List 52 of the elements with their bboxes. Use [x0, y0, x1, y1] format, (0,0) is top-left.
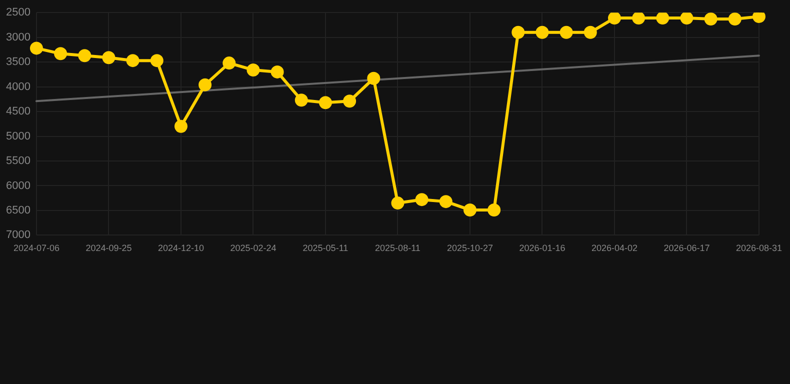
point	[102, 51, 116, 64]
point	[728, 12, 742, 26]
point	[54, 47, 68, 60]
point	[463, 203, 476, 216]
point	[439, 195, 452, 208]
x-tick-label: 2024-09-25	[86, 243, 132, 254]
x-tick-label: 2024-12-10	[158, 243, 204, 254]
x-tick-label: 2025-02-24	[230, 243, 276, 254]
y-tick-label: 5000	[6, 130, 30, 142]
x-tick-label: 2024-07-06	[13, 243, 60, 254]
point	[752, 12, 766, 24]
point	[198, 78, 212, 92]
y-tick-label: 6000	[6, 180, 30, 192]
point	[318, 96, 332, 110]
point	[608, 12, 621, 25]
point	[294, 94, 308, 107]
x-tick-label: 2025-05-11	[302, 243, 348, 254]
point	[343, 94, 356, 108]
point	[126, 54, 140, 68]
point	[512, 26, 525, 39]
point	[150, 54, 164, 68]
point	[391, 196, 404, 210]
y-tick-label: 7000	[6, 229, 30, 242]
point	[704, 12, 718, 26]
point	[222, 56, 236, 70]
point	[680, 12, 694, 25]
point	[174, 120, 188, 133]
point	[415, 193, 428, 206]
point	[246, 63, 260, 76]
y-tick-label: 6500	[6, 204, 30, 216]
point	[536, 26, 549, 39]
point	[78, 49, 92, 62]
x-tick-label: 2025-08-11	[375, 243, 420, 254]
x-tick-label: 2026-08-31	[736, 243, 782, 254]
point	[584, 26, 597, 39]
point	[367, 72, 380, 85]
y-tick-label: 4000	[6, 80, 30, 93]
point	[656, 12, 670, 25]
x-tick-label: 2025-10-27	[446, 243, 493, 254]
y-tick-label: 4500	[6, 106, 30, 118]
y-tick-label: 3000	[6, 31, 30, 44]
point	[632, 12, 646, 25]
point	[560, 26, 573, 39]
point	[30, 42, 43, 55]
x-tick-label: 2026-04-02	[591, 243, 638, 254]
point	[270, 65, 284, 78]
x-tick-label: 2026-01-16	[519, 243, 566, 254]
y-tick-label: 3500	[6, 56, 30, 68]
y-tick-label: 2500	[6, 6, 30, 19]
point	[488, 203, 501, 216]
y-tick-label: 5500	[6, 155, 30, 168]
x-tick-label: 2026-06-17	[664, 243, 710, 254]
